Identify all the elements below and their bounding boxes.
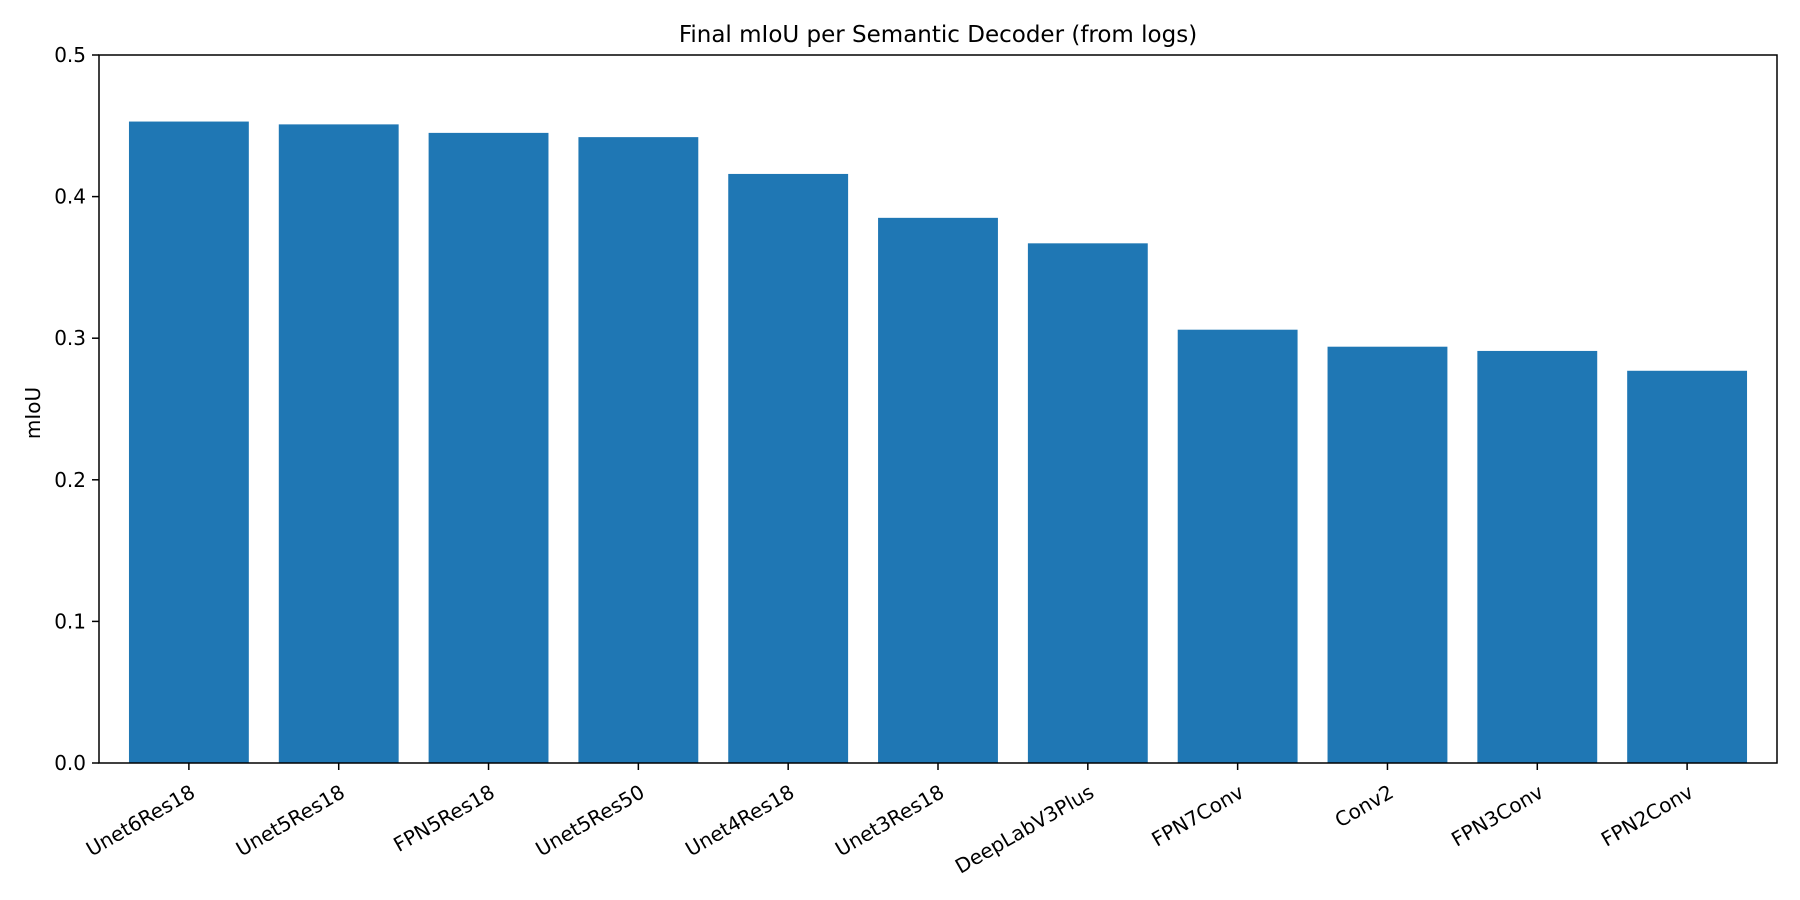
bar-fpn3conv	[1477, 350, 1598, 763]
x-tick-label-conv2: Conv2	[1331, 780, 1398, 833]
bar-fpn5res18	[428, 132, 549, 763]
x-tick-label-fpn3conv: FPN3Conv	[1447, 780, 1547, 852]
x-tick-label-fpn2conv: FPN2Conv	[1597, 780, 1697, 852]
bar-fpn2conv	[1627, 370, 1748, 763]
bars-group	[128, 121, 1748, 764]
plot-frame	[98, 54, 1778, 764]
y-tick-label: 0.4	[54, 185, 86, 209]
bar-fpn7conv	[1177, 329, 1298, 763]
bar-unet4res18	[728, 173, 849, 763]
bar-unet5res50	[578, 137, 699, 763]
y-tick-label: 0.0	[54, 751, 86, 775]
x-tick-label-unet4res18: Unet4Res18	[681, 780, 798, 861]
bar-unet5res18	[278, 124, 399, 763]
y-tick-label: 0.3	[54, 326, 86, 350]
x-tick-label-deeplabv3plus: DeepLabV3Plus	[951, 780, 1098, 879]
x-tick-label-unet5res50: Unet5Res50	[531, 780, 648, 861]
bar-conv2	[1327, 346, 1448, 763]
bar-deeplabv3plus	[1027, 243, 1148, 763]
x-tick-label-unet6res18: Unet6Res18	[82, 780, 199, 861]
y-tick-label: 0.5	[54, 43, 86, 67]
x-tick-label-unet3res18: Unet3Res18	[831, 780, 948, 861]
chart-title: Final mIoU per Semantic Decoder (from lo…	[679, 22, 1197, 48]
bar-unet6res18	[128, 121, 249, 764]
x-tick-label-fpn7conv: FPN7Conv	[1147, 780, 1247, 852]
bar-unet3res18	[878, 217, 998, 764]
y-tick-label: 0.1	[54, 609, 86, 633]
y-axis-ticks: 0.0 0.1 0.2 0.3 0.4 0.5	[54, 43, 99, 775]
y-axis-label: mIoU	[21, 387, 45, 439]
x-axis-ticks: Unet6Res18 Unet5Res18 FPN5Res18 Unet5Res50 U…	[82, 763, 1697, 878]
x-tick-label-unet5res18: Unet5Res18	[232, 780, 349, 861]
y-tick-label: 0.2	[54, 468, 86, 492]
x-tick-label-fpn5res18: FPN5Res18	[389, 780, 498, 857]
